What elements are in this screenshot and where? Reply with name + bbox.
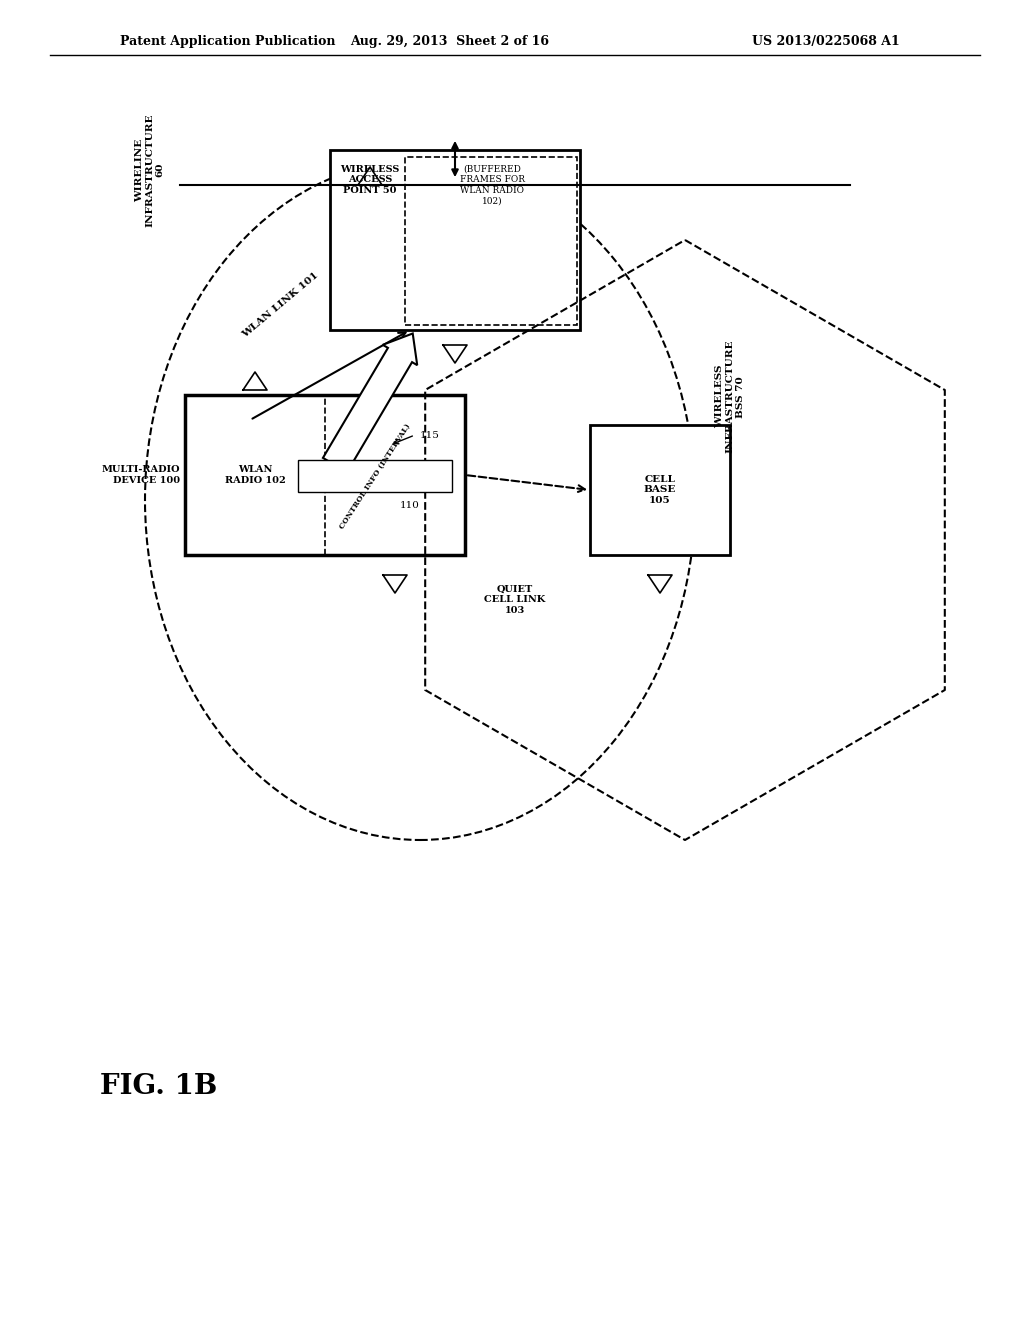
Text: MULTI-RADIO
DEVICE 100: MULTI-RADIO DEVICE 100 bbox=[101, 465, 180, 484]
Text: US 2013/0225068 A1: US 2013/0225068 A1 bbox=[753, 36, 900, 48]
Text: WIRELESS
ACCESS
POINT 50: WIRELESS ACCESS POINT 50 bbox=[340, 165, 399, 195]
Text: 115: 115 bbox=[420, 430, 440, 440]
FancyBboxPatch shape bbox=[406, 157, 577, 325]
Text: 110: 110 bbox=[400, 500, 420, 510]
Text: CONTROL INFO (INTERVAL): CONTROL INFO (INTERVAL) bbox=[338, 422, 412, 531]
Text: WLAN
RADIO 102: WLAN RADIO 102 bbox=[224, 465, 286, 484]
Text: FIG. 1B: FIG. 1B bbox=[100, 1073, 217, 1100]
Text: QUIET
CELL LINK
103: QUIET CELL LINK 103 bbox=[484, 585, 546, 615]
Text: WIRELESS
INFRASTRUCTURE
BSS 70: WIRELESS INFRASTRUCTURE BSS 70 bbox=[715, 341, 744, 454]
FancyArrow shape bbox=[323, 334, 417, 473]
Text: Aug. 29, 2013  Sheet 2 of 16: Aug. 29, 2013 Sheet 2 of 16 bbox=[350, 36, 550, 48]
Text: (BUFFERED
FRAMES FOR
WLAN RADIO
102): (BUFFERED FRAMES FOR WLAN RADIO 102) bbox=[460, 165, 524, 205]
FancyBboxPatch shape bbox=[330, 150, 580, 330]
Text: Patent Application Publication: Patent Application Publication bbox=[120, 36, 336, 48]
FancyBboxPatch shape bbox=[185, 395, 465, 554]
Text: WLAN LINK 101: WLAN LINK 101 bbox=[241, 271, 319, 341]
FancyBboxPatch shape bbox=[298, 459, 452, 492]
Text: WIRELINE
INFRASTRUCTURE
60: WIRELINE INFRASTRUCTURE 60 bbox=[135, 114, 165, 227]
FancyBboxPatch shape bbox=[590, 425, 730, 554]
Text: CELL
BASE
105: CELL BASE 105 bbox=[644, 475, 676, 504]
Text: CELL
PHONE
RADIO 104: CELL PHONE RADIO 104 bbox=[365, 461, 425, 490]
